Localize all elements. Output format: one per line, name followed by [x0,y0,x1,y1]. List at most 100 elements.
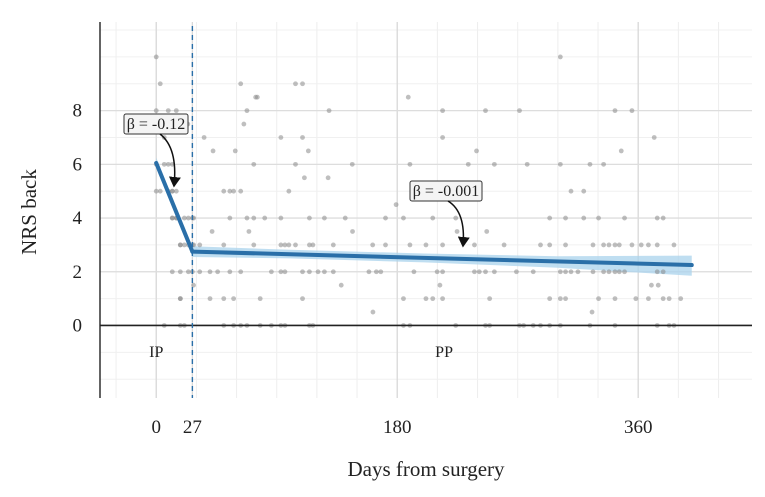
data-point [161,161,167,167]
data-point [210,148,216,154]
y-tick-label: 4 [73,208,83,229]
data-point [231,296,237,302]
data-point [563,296,568,302]
data-point [278,269,284,275]
data-point [227,269,233,275]
data-point [563,215,568,221]
data-point [181,215,187,221]
data-point [282,242,288,248]
data-point [472,269,477,275]
data-point [349,161,355,167]
data-point [423,296,429,302]
data-point [612,296,618,302]
data-point [177,269,183,275]
data-point [227,215,233,221]
data-point [557,269,563,275]
data-point [307,269,312,275]
data-point [244,108,250,114]
data-point [655,282,661,288]
data-point [301,175,307,181]
data-point [268,269,274,275]
data-point [612,242,618,248]
data-point [278,242,284,248]
data-point [330,242,336,248]
data-point [547,296,553,302]
data-point [563,242,568,248]
data-point [660,296,666,302]
region-label: IP [149,344,163,361]
data-point [286,188,292,194]
data-point [612,269,618,275]
data-point [305,148,311,154]
data-point [244,215,250,221]
data-point [300,135,305,140]
data-point [251,161,257,167]
data-point [278,215,284,221]
data-point [434,269,440,275]
data-point [407,161,413,167]
data-point [501,242,507,248]
data-point [487,296,493,302]
data-point [514,269,519,275]
data-point [191,282,196,288]
x-axis-title: Days from surgery [347,457,505,481]
data-point [173,108,179,114]
data-point [201,135,207,140]
data-point [622,269,627,275]
data-point [215,269,221,275]
x-tick-label: 180 [383,417,412,438]
data-point [173,188,179,194]
data-point [423,242,429,248]
data-point [430,215,436,221]
data-point [165,108,171,114]
data-point [649,282,654,288]
data-point [157,81,163,87]
data-point [293,81,298,87]
data-point [568,188,574,194]
data-point [185,269,191,275]
data-point [293,242,298,248]
data-point [405,94,411,100]
data-point [278,135,284,140]
data-point [241,121,247,127]
annotations: β = -0.12 β = -0.001 [123,113,483,248]
data-point [660,269,666,275]
data-point [483,108,488,114]
data-point [476,269,482,275]
data-point [517,108,522,114]
data-point [530,269,536,275]
data-point [671,242,677,248]
data-point [221,296,227,302]
data-point [654,269,660,275]
data-point [601,269,606,275]
annotation-arrow [447,200,470,248]
data-point [618,148,624,154]
y-tick-label: 8 [73,101,83,122]
data-point [547,242,553,248]
data-point [622,215,627,221]
data-point [601,161,606,167]
data-point [169,269,175,275]
annotation-box [409,180,483,202]
data-point [322,269,327,275]
data-point [326,108,332,114]
data-point [169,215,175,221]
data-point [393,202,399,208]
fit-line [154,161,195,254]
fit-line [190,249,694,268]
data-point [568,269,574,275]
data-point [440,108,445,114]
data-point [616,269,622,275]
data-point [293,161,298,167]
data-point [246,229,252,234]
data-point [169,188,175,194]
data-point [629,242,635,248]
fit-layer [154,161,694,268]
data-point [185,215,191,221]
data-point [238,269,244,275]
data-point [310,242,316,248]
data-point [454,229,460,234]
x-tick-label: 0 [151,417,161,438]
data-point [606,242,612,248]
data-point [300,269,305,275]
